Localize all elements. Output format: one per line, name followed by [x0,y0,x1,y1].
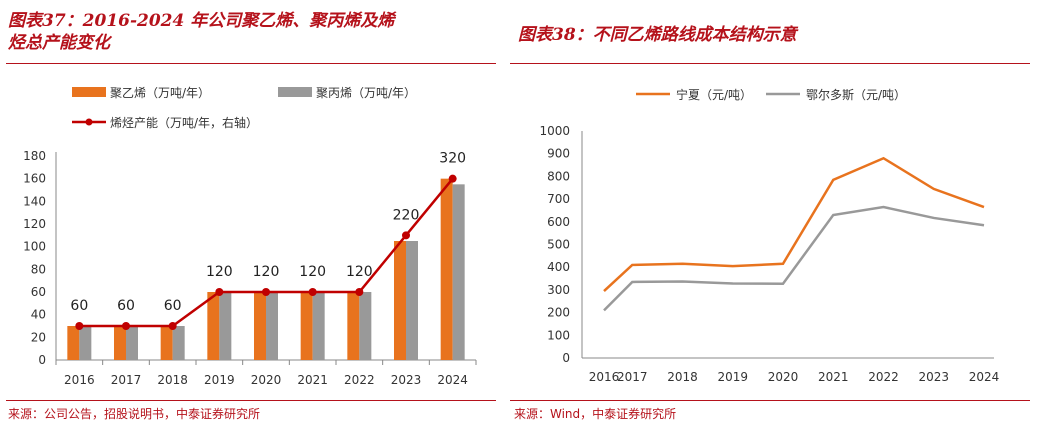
data-label: 120 [346,264,373,280]
x-tick-label: 2018 [157,373,188,387]
bar-pe [160,326,173,360]
bar-pe [114,326,126,360]
x-tick-label: 2016 [64,373,95,387]
legend-label-ningxia: 宁夏（元/吨） [676,87,752,102]
y-tick-label: 40 [31,308,46,322]
x-tick-label: 2017 [111,373,142,387]
y-tick-label: 60 [31,285,46,299]
x-tick-label: 2020 [251,373,282,387]
bar-pe [207,292,220,360]
x-tick-label: 2019 [717,370,748,384]
x-tick-label: 2019 [204,373,235,387]
bar-pp [79,326,92,360]
y-tick-label: 400 [547,260,570,274]
y-tick-label: 1000 [539,124,570,138]
point-olefin [308,288,317,296]
x-tick-label: 2016 [589,370,620,384]
bar-pe [394,241,406,360]
title-underline [6,63,496,64]
bar-pp [126,326,138,360]
y-tick-label: 100 [23,240,46,254]
legend-swatch-pe [72,87,106,97]
y-tick-label: 500 [547,238,570,252]
bar-pe [254,292,266,360]
bar-pe [440,178,453,360]
bar-pp [266,292,278,360]
y-tick-label: 200 [547,306,570,320]
series-line-ningxia [603,156,985,292]
y-tick-label: 20 [31,330,46,344]
bar-pe [300,292,313,360]
y-tick-label: 900 [547,147,570,161]
y-tick-label: 0 [38,353,46,367]
series-line-ordos [603,205,985,312]
bar-pp [359,292,372,360]
chart-source-cost: 来源：Wind，中泰证券研究所 [514,407,677,421]
y-tick-label: 120 [23,217,46,231]
capacity-chart-svg: 聚乙烯（万吨/年） 聚丙烯（万吨/年） 烯烃产能（万吨/年，右轴） 0 20 40 60 80… [23,86,477,387]
chart-source-capacity: 来源：公司公告，招股说明书，中泰证券研究所 [8,407,261,421]
bar-pe [347,292,360,360]
bar-pe [67,326,80,360]
legend-swatch-pp [278,87,312,97]
x-tick-label: 2021 [297,373,328,387]
point-olefin [168,322,177,330]
data-label: 320 [439,151,466,167]
x-tick-label: 2024 [437,373,468,387]
y-tick-label: 180 [23,149,46,163]
point-olefin [402,231,410,240]
y-tick-label: 600 [547,215,570,229]
legend-marker-olefin [85,118,93,126]
point-olefin [262,288,270,296]
x-tick-label: 2018 [667,370,698,384]
chart-panel-capacity: 图表37：2016-2024 年公司聚乙烯、聚丙烯及烯 烃总产能变化 聚乙烯（万… [0,0,500,429]
y-tick-label: 140 [23,194,46,208]
legend-label-pe: 聚乙烯（万吨/年） [110,86,210,100]
point-olefin [215,288,224,296]
source-rule [510,400,1030,401]
legend-label-ordos: 鄂尔多斯（元/吨） [806,87,906,102]
x-tick-label: 2023 [391,373,422,387]
point-olefin [355,288,364,296]
chart-title-capacity: 图表37：2016-2024 年公司聚乙烯、聚丙烯及烯 烃总产能变化 [8,10,394,54]
y-tick-label: 80 [31,262,46,276]
data-label: 60 [70,298,88,314]
legend-label-pp: 聚丙烯（万吨/年） [316,86,416,100]
x-tick-label: 2021 [818,370,849,384]
data-label: 220 [393,207,420,223]
point-olefin [448,174,457,183]
bar-pp [172,326,185,360]
x-tick-label: 2022 [868,370,899,384]
bar-pp [452,184,465,360]
chart-title-capacity-line2: 烃总产能变化 [8,33,110,53]
data-label: 60 [117,298,135,314]
data-label: 60 [164,298,182,314]
point-olefin [75,322,84,330]
x-tick-label: 2020 [768,370,799,384]
y-tick-label: 700 [547,192,570,206]
x-tick-label: 2023 [918,370,949,384]
title-underline [510,63,1030,64]
chart-title-capacity-line1: 图表37：2016-2024 年公司聚乙烯、聚丙烯及烯 [8,11,395,31]
y-tick-label: 300 [547,283,570,297]
point-olefin [122,322,130,330]
x-tick-label: 2017 [617,370,648,384]
x-tick-label: 2022 [344,373,375,387]
data-label: 120 [206,264,233,280]
y-tick-label: 800 [547,169,570,183]
y-tick-label: 0 [562,351,570,365]
bar-pp [312,292,325,360]
x-tick-label: 2024 [969,370,1000,384]
data-label: 120 [299,264,326,280]
y-tick-label: 160 [23,172,46,186]
cost-chart-svg: 宁夏（元/吨） 鄂尔多斯（元/吨） 0 100 200 300 400 500 600 700 80… [539,87,1000,384]
source-rule [6,400,496,401]
chart-panel-cost: 图表38：不同乙烯路线成本结构示意 宁夏（元/吨） 鄂尔多斯（元/吨） 0 100 20… [510,0,1040,429]
bar-pp [406,241,418,360]
bar-pp [219,292,232,360]
legend-label-olefin: 烯烃产能（万吨/年，右轴） [110,115,258,130]
data-label: 120 [253,264,280,280]
chart-title-cost: 图表38：不同乙烯路线成本结构示意 [518,25,797,45]
y-tick-label: 100 [547,328,570,342]
